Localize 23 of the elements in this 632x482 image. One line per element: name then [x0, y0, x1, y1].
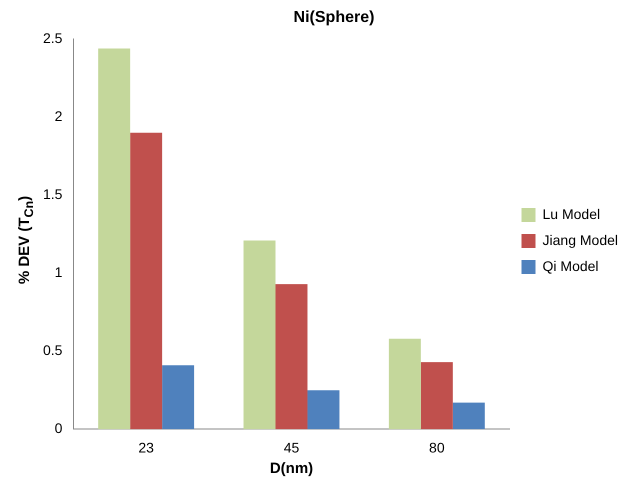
bar [98, 48, 130, 430]
y-tick-label: 1 [54, 264, 63, 280]
legend-label: Qi Model [542, 258, 599, 274]
x-tick-label: 23 [138, 439, 154, 456]
bar [452, 402, 485, 430]
bar [130, 132, 162, 430]
y-tick-label: 0 [54, 420, 63, 436]
legend-label: Lu Model [542, 206, 600, 222]
bar [244, 240, 276, 430]
y-tick-label: 0.5 [42, 342, 63, 358]
y-tick-label: 2 [54, 108, 63, 124]
y-tick-label: 1.5 [42, 186, 63, 202]
bar [420, 362, 453, 430]
bar [276, 284, 308, 430]
bar [388, 338, 421, 430]
x-tick-label: 45 [284, 439, 300, 456]
chart-title: Ni(Sphere) [294, 9, 374, 26]
y-tick-label: 2.5 [42, 30, 63, 46]
x-tick-label: 80 [429, 439, 445, 456]
x-axis-title: D(nm) [270, 460, 314, 478]
bar [307, 390, 340, 430]
legend-label: Jiang Model [542, 232, 618, 248]
bar [162, 365, 194, 430]
